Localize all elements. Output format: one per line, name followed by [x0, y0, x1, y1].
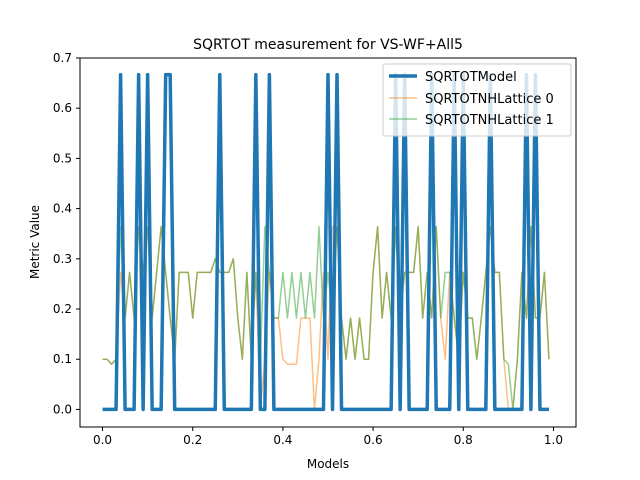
series-line-0 [102, 72, 549, 412]
y-tick-label: 0.6 [53, 101, 72, 115]
plot-frame [79, 57, 577, 428]
y-tick-label: 0.2 [53, 302, 72, 316]
x-axis: 0.0 0.2 0.4 0.6 0.8 1.0 [93, 427, 563, 447]
x-tick-label: 0.0 [93, 433, 112, 447]
y-tick-label: 0.4 [53, 202, 72, 216]
legend-frame [382, 63, 572, 137]
y-tick-label: 0.5 [53, 151, 72, 165]
x-axis-label: Models [307, 457, 349, 471]
x-tick-label: 0.8 [454, 433, 473, 447]
x-tick-label: 0.4 [273, 433, 292, 447]
y-tick-label: 0.0 [53, 402, 72, 416]
y-axis: 0.0 0.1 0.2 0.3 0.4 0.5 0.6 0.7 [53, 51, 80, 416]
x-tick-label: 1.0 [544, 433, 563, 447]
y-tick-label: 0.3 [53, 252, 72, 266]
legend: SQRTOTModel SQRTOTNHLattice 0 SQRTOTNHLa… [382, 63, 572, 137]
x-tick-label: 0.6 [364, 433, 383, 447]
chart-title: SQRTOT measurement for VS-WF+All5 [193, 37, 463, 53]
x-tick-label: 0.2 [183, 433, 202, 447]
y-tick-label: 0.1 [53, 352, 72, 366]
y-tick-label: 0.7 [53, 51, 72, 65]
legend-label-sqrtotmodel: SQRTOTModel [425, 70, 517, 85]
plot-area [79, 57, 577, 428]
series-layer [102, 72, 550, 412]
legend-label-lattice-0: SQRTOTNHLattice 0 [425, 92, 554, 107]
y-axis-label: Metric Value [28, 205, 42, 279]
legend-label-lattice-1: SQRTOTNHLattice 1 [425, 113, 554, 128]
